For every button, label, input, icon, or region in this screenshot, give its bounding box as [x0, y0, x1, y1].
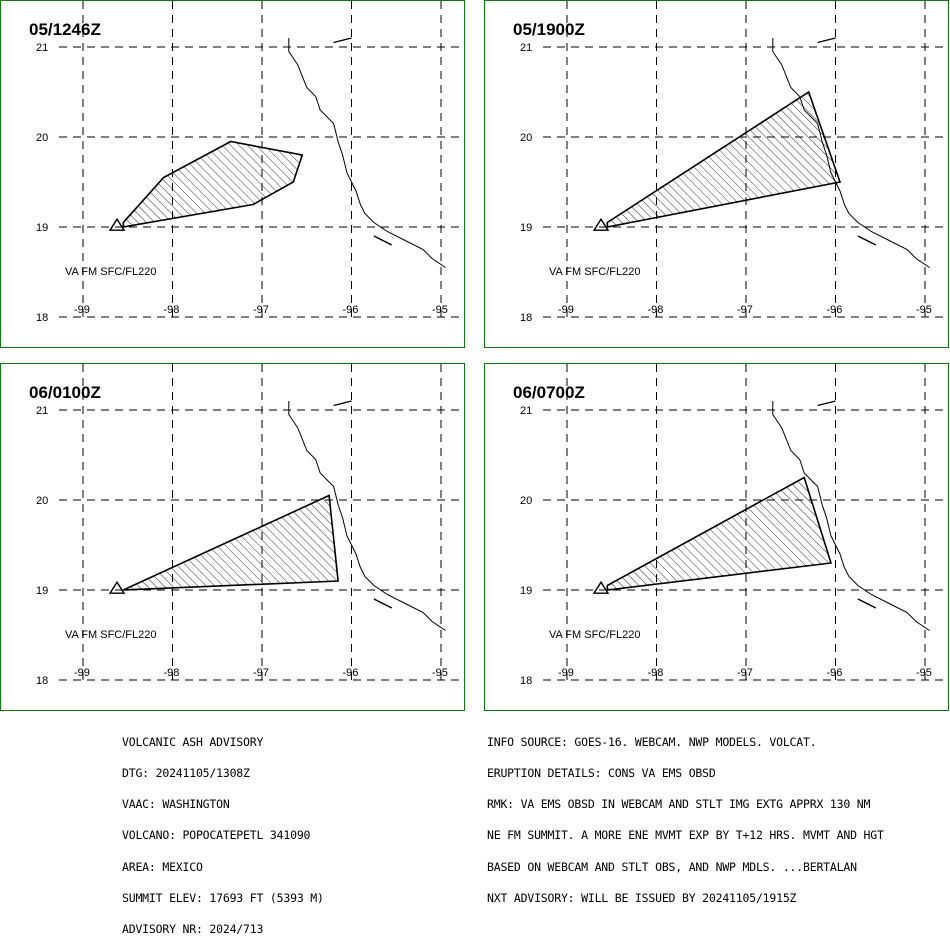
- coast-feature: [817, 37, 836, 44]
- lon-tick-label: -99: [74, 667, 90, 679]
- volcano-triangle-icon: [592, 217, 610, 231]
- coast-feature: [817, 400, 836, 407]
- lat-tick-label: 18: [36, 312, 48, 324]
- advisory-line: VAAC: WASHINGTON: [122, 797, 230, 812]
- coast-feature: [333, 37, 352, 44]
- ash-cloud-polygon: [122, 494, 339, 591]
- lon-tick-label: -95: [916, 667, 932, 679]
- coast-feature: [373, 235, 393, 246]
- coast-feature: [333, 400, 352, 407]
- lon-tick-label: -99: [74, 304, 90, 316]
- advisory-line: NXT ADVISORY: WILL BE ISSUED BY 20241105…: [487, 890, 797, 905]
- volcano-triangle-icon: [592, 580, 610, 594]
- lon-tick-label: -97: [253, 304, 269, 316]
- lat-tick-label: 18: [520, 312, 532, 324]
- lon-tick-label: -95: [432, 667, 448, 679]
- lon-tick-label: -96: [827, 667, 843, 679]
- lon-tick-label: -98: [164, 304, 180, 316]
- panel-time-title: 06/0100Z: [29, 383, 101, 402]
- ash-map-2: -99 -98 -97 -96 -95 21 20 19 18 06/0100Z VA FM SFC…: [29, 364, 464, 687]
- panel-time-title: 05/1246Z: [29, 20, 101, 39]
- ash-level-label: VA FM SFC/FL220: [549, 266, 641, 278]
- advisory-line: SUMMIT ELEV: 17693 FT (5393 M): [122, 890, 324, 905]
- advisory-line: VOLCANIC ASH ADVISORY: [122, 734, 264, 749]
- lat-tick-label: 19: [36, 585, 48, 597]
- graticule: [59, 364, 464, 681]
- coast-feature: [857, 235, 877, 246]
- ash-map-0: -99 -98 -97 -96 -95 21 20 19 18 05/1246Z VA FM SFC…: [29, 1, 464, 324]
- lat-tick-label: 18: [36, 675, 48, 687]
- lat-tick-label: 20: [36, 495, 48, 507]
- ash-cloud-polygon: [606, 90, 842, 228]
- lat-tick-label: 19: [520, 222, 532, 234]
- advisory-line: RMK: VA EMS OBSD IN WEBCAM AND STLT IMG …: [487, 797, 871, 812]
- ash-level-label: VA FM SFC/FL220: [65, 266, 157, 278]
- volcano-triangle-icon: [108, 580, 126, 594]
- ash-level-label: VA FM SFC/FL220: [65, 629, 157, 641]
- ash-level-label: VA FM SFC/FL220: [549, 629, 641, 641]
- lon-tick-label: -97: [737, 667, 753, 679]
- ash-cloud-polygon: [122, 140, 304, 228]
- lon-tick-label: -97: [253, 667, 269, 679]
- lon-tick-label: -95: [432, 304, 448, 316]
- lat-tick-label: 19: [520, 585, 532, 597]
- lon-tick-label: -98: [164, 667, 180, 679]
- advisory-line: ERUPTION DETAILS: CONS VA EMS OBSD: [487, 766, 716, 781]
- lon-tick-label: -99: [558, 667, 574, 679]
- forecast-panel-3: -99 -98 -97 -96 -95 21 20 19 18 06/0700Z VA FM SFC…: [484, 363, 949, 711]
- lat-tick-label: 20: [36, 132, 48, 144]
- ash-map-1: -99 -98 -97 -96 -95 21 20 19 18 05/1900Z VA FM SFC…: [513, 1, 948, 324]
- coastline: [772, 401, 930, 631]
- lon-tick-label: -98: [648, 304, 664, 316]
- lat-tick-label: 19: [36, 222, 48, 234]
- coastline: [288, 401, 446, 631]
- lat-tick-label: 18: [520, 675, 532, 687]
- panel-time-title: 06/0700Z: [513, 383, 585, 402]
- coast-feature: [857, 598, 877, 609]
- advisory-line: ADVISORY NR: 2024/713: [122, 922, 264, 937]
- lon-tick-label: -97: [737, 304, 753, 316]
- advisory-header-block: VOLCANIC ASH ADVISORY DTG: 20241105/1308…: [122, 716, 324, 945]
- lat-tick-label: 21: [520, 42, 532, 54]
- lat-tick-label: 20: [520, 132, 532, 144]
- advisory-line: DTG: 20241105/1308Z: [122, 766, 250, 781]
- lon-tick-label: -99: [558, 304, 574, 316]
- lat-tick-label: 21: [36, 405, 48, 417]
- panel-time-title: 05/1900Z: [513, 20, 585, 39]
- coastline: [288, 38, 446, 268]
- lon-tick-label: -98: [648, 667, 664, 679]
- advisory-line: NE FM SUMMIT. A MORE ENE MVMT EXP BY T+1…: [487, 828, 884, 843]
- lat-tick-label: 21: [520, 405, 532, 417]
- advisory-line: VOLCANO: POPOCATEPETL 341090: [122, 828, 311, 843]
- forecast-panel-0: -99 -98 -97 -96 -95 21 20 19 18 05/1246Z VA FM SFC…: [0, 0, 465, 348]
- ash-map-3: -99 -98 -97 -96 -95 21 20 19 18 06/0700Z VA FM SFC…: [513, 364, 948, 687]
- lon-tick-label: -96: [827, 304, 843, 316]
- lon-tick-label: -95: [916, 304, 932, 316]
- lon-tick-label: -96: [343, 667, 359, 679]
- coast-feature: [373, 598, 393, 609]
- advisory-details-block: INFO SOURCE: GOES-16. WEBCAM. NWP MODELS…: [487, 716, 884, 914]
- forecast-panel-2: -99 -98 -97 -96 -95 21 20 19 18 06/0100Z VA FM SFC…: [0, 363, 465, 711]
- volcano-triangle-icon: [108, 217, 126, 231]
- lat-tick-label: 21: [36, 42, 48, 54]
- lon-tick-label: -96: [343, 304, 359, 316]
- advisory-line: INFO SOURCE: GOES-16. WEBCAM. NWP MODELS…: [487, 734, 817, 749]
- lat-tick-label: 20: [520, 495, 532, 507]
- forecast-panel-1: -99 -98 -97 -96 -95 21 20 19 18 05/1900Z VA FM SFC…: [484, 0, 949, 348]
- advisory-line: BASED ON WEBCAM AND STLT OBS, AND NWP MD…: [487, 859, 857, 874]
- advisory-line: AREA: MEXICO: [122, 859, 203, 874]
- ash-cloud-polygon: [606, 476, 833, 591]
